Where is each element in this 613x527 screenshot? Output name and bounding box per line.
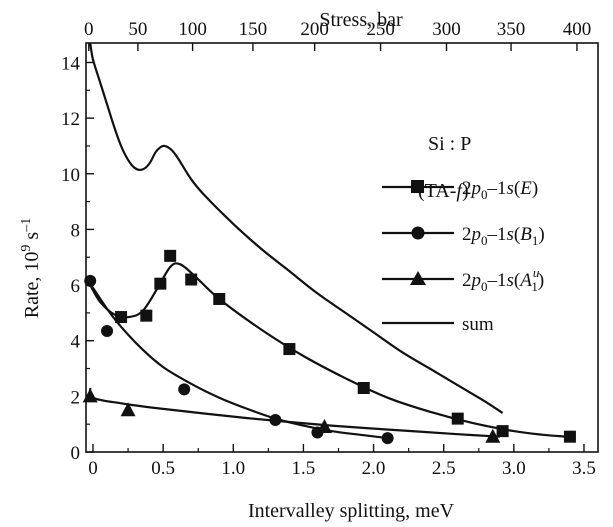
y-axis-title: Rate, 109 s–1: [19, 218, 43, 318]
data-point-B1: [101, 324, 114, 337]
top-tick-label: 200: [300, 19, 329, 40]
data-point-E: [140, 309, 153, 322]
top-tick-label: 300: [432, 19, 461, 40]
data-point-B1: [269, 414, 282, 427]
material-annotation: Si : P: [428, 133, 471, 155]
y-axis-title-unit-exp: –1: [19, 218, 34, 233]
data-point-B1: [381, 432, 394, 445]
legend-item-sum: sum: [382, 314, 494, 335]
svg-text:2p0–1s(Au1): 2p0–1s(Au 1): [462, 265, 544, 294]
top-tick-label: 0: [84, 19, 94, 40]
x-tick-label: 0: [88, 458, 98, 479]
data-point-E: [563, 430, 576, 443]
y-tick-label: 10: [61, 165, 80, 186]
y-tick-label: 14: [61, 53, 81, 74]
data-point-A1u: [485, 428, 501, 443]
y-tick-label: 8: [71, 220, 81, 241]
y-axis-title-exp: 9: [19, 245, 34, 252]
data-point-A1u: [82, 388, 98, 403]
bottom-axis-ticks: 0 0.5 1.0 1.5 2.0 2.5 3.0 3.5: [88, 444, 596, 479]
x-tick-label: 3.5: [572, 458, 596, 479]
plot-border: [85, 42, 599, 453]
x-tick-label: 1.5: [292, 458, 316, 479]
data-point-A1u: [316, 418, 332, 433]
top-axis-ticks: 0 50 100 150 200 250 300 350 400: [84, 19, 591, 51]
data-point-B1: [84, 274, 97, 287]
y-tick-label: 0: [71, 443, 81, 464]
x-tick-label: 1.0: [221, 458, 245, 479]
data-point-E: [451, 412, 464, 425]
y-axis-title-base: Rate, 10: [21, 252, 43, 319]
data-point-A1u: [120, 402, 136, 417]
data-point-E: [496, 425, 509, 438]
svg-text:2p0–1s(B1): 2p0–1s(B1): [462, 224, 545, 248]
svg-text:sum: sum: [462, 314, 494, 335]
fit-curves: [88, 42, 568, 440]
data-point-E: [357, 382, 370, 395]
legend-item-A1u: 2p0–1s(Au 1): [382, 265, 544, 294]
plot-frame: [85, 42, 599, 453]
legend-item-B1: 2p0–1s(B1): [382, 224, 545, 248]
y-tick-label: 12: [61, 109, 80, 130]
top-tick-label: 400: [563, 19, 592, 40]
y-tick-label: 4: [71, 332, 81, 353]
data-point-E: [115, 311, 128, 324]
series-line-B1: [89, 283, 388, 440]
legend-item-E: 2p0–1s(E): [382, 178, 538, 202]
data-point-E: [283, 343, 296, 356]
top-tick-label: 350: [497, 19, 526, 40]
data-point-E: [164, 249, 177, 262]
x-tick-label: 3.0: [502, 458, 526, 479]
data-point-B1: [178, 383, 191, 396]
data-point-E: [154, 277, 167, 290]
data-point-E: [185, 273, 198, 286]
y-axis-title-unit: s: [21, 232, 43, 240]
series-line-sum: [89, 42, 504, 414]
svg-text:2p0–1s(E): 2p0–1s(E): [462, 178, 538, 202]
series-line-A1u: [88, 387, 500, 438]
y-tick-label: 2: [71, 387, 81, 408]
y-tick-label: 6: [71, 276, 81, 297]
x-tick-label: 2.5: [432, 458, 456, 479]
x-tick-label: 2.0: [362, 458, 386, 479]
mode-annotation: (TA-f): [418, 180, 469, 202]
x-axis-title: Intervalley splitting, meV: [248, 500, 455, 522]
top-tick-label: 50: [128, 19, 147, 40]
left-axis-ticks: 0 2 4 6 8 10 12 14: [61, 53, 94, 464]
top-axis-title: Stress, bar: [319, 9, 403, 31]
top-tick-label: 150: [239, 19, 268, 40]
top-tick-label: 250: [366, 19, 395, 40]
top-tick-label: 100: [178, 19, 207, 40]
data-markers: [82, 249, 576, 445]
data-point-E: [213, 292, 226, 305]
legend: 2p0–1s(E) 2p0–1s(B1) 2p0–1s(Au 1) sum: [382, 178, 545, 335]
x-tick-label: 0.5: [151, 458, 175, 479]
